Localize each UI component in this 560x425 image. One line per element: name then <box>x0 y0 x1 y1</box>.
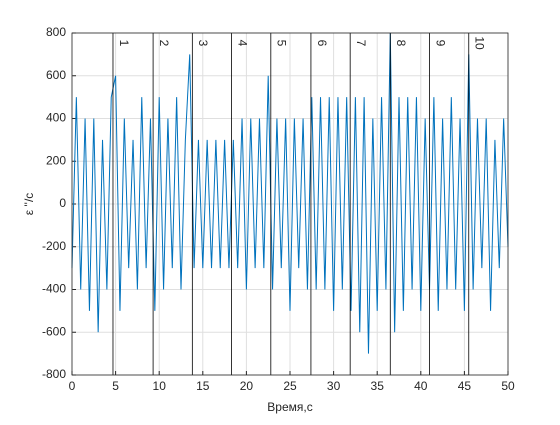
x-tick-label: 20 <box>240 379 254 393</box>
marker-label: 6 <box>315 40 329 47</box>
marker-label: 8 <box>394 40 408 47</box>
marker-label: 7 <box>354 40 368 47</box>
marker-label: 1 <box>117 40 131 47</box>
x-tick-label: 45 <box>458 379 472 393</box>
y-tick-label: 400 <box>46 111 66 125</box>
x-tick-label: 15 <box>196 379 210 393</box>
x-tick-label: 5 <box>112 379 119 393</box>
marker-label: 5 <box>275 40 289 47</box>
x-tick-label: 30 <box>327 379 341 393</box>
y-tick-label: -400 <box>42 282 66 296</box>
x-tick-label: 0 <box>69 379 76 393</box>
x-tick-label: 40 <box>414 379 428 393</box>
y-axis-label: ε ''/с <box>22 193 36 216</box>
marker-label: 10 <box>473 36 487 50</box>
y-tick-label: 600 <box>46 68 66 82</box>
y-tick-label: -200 <box>42 239 66 253</box>
marker-label: 3 <box>196 40 210 47</box>
y-tick-label: 200 <box>46 153 66 167</box>
y-tick-label: 800 <box>46 25 66 39</box>
x-axis-label: Время,с <box>267 400 312 414</box>
y-tick-label: -600 <box>42 324 66 338</box>
x-tick-label: 50 <box>501 379 515 393</box>
x-tick-label: 35 <box>371 379 385 393</box>
marker-label: 2 <box>157 40 171 47</box>
plot-frame <box>71 32 509 376</box>
y-tick-label: 0 <box>59 196 66 210</box>
x-tick-label: 25 <box>283 379 297 393</box>
y-tick-label: -800 <box>42 367 66 381</box>
x-tick-label: 10 <box>153 379 167 393</box>
line <box>71 32 509 354</box>
marker-label: 9 <box>433 40 447 47</box>
marker-label: 4 <box>235 40 249 47</box>
